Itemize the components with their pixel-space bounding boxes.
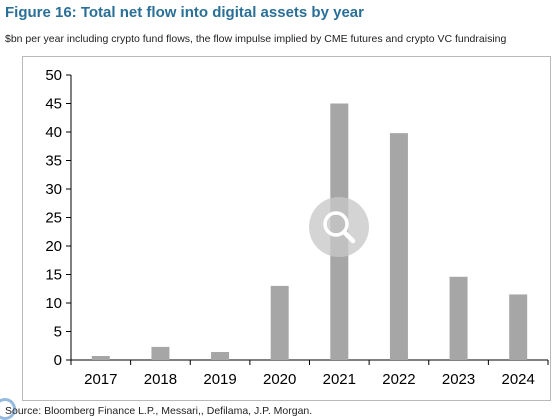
zoom-overlay-button[interactable] bbox=[309, 197, 369, 257]
y-tick-label: 45 bbox=[45, 96, 62, 113]
x-tick-label: 2023 bbox=[442, 371, 475, 388]
x-tick-label: 2022 bbox=[382, 371, 415, 388]
y-tick-label: 0 bbox=[54, 352, 62, 369]
bar-2020 bbox=[270, 285, 289, 360]
x-tick-label: 2017 bbox=[84, 371, 117, 388]
y-tick-label: 35 bbox=[45, 153, 62, 170]
bar-2018 bbox=[151, 346, 170, 360]
x-tick-label: 2021 bbox=[323, 371, 356, 388]
y-tick-label: 25 bbox=[45, 210, 62, 227]
y-tick-label: 20 bbox=[45, 238, 62, 255]
x-tick-label: 2020 bbox=[263, 371, 296, 388]
bar-2019 bbox=[211, 352, 230, 360]
y-tick-label: 40 bbox=[45, 124, 62, 141]
chart-frame: 0 5 10 15 20 25 30 35 40 45 50 2017 2018 2019 2020 2021… bbox=[22, 56, 551, 401]
x-tick-label: 2019 bbox=[203, 371, 236, 388]
y-tick-label: 15 bbox=[45, 267, 62, 284]
y-tick-label: 50 bbox=[45, 67, 62, 84]
figure-title: Figure 16: Total net flow into digital a… bbox=[5, 4, 364, 21]
search-icon bbox=[323, 211, 356, 244]
x-tick-label: 2018 bbox=[144, 371, 177, 388]
y-tick-label: 5 bbox=[54, 324, 62, 341]
bar-2023 bbox=[449, 276, 468, 360]
bar-2017 bbox=[91, 356, 110, 360]
bar-2024 bbox=[509, 294, 528, 360]
x-tick-label: 2024 bbox=[502, 371, 535, 388]
corner-logo-icon bbox=[0, 398, 16, 420]
y-tick-label: 30 bbox=[45, 181, 62, 198]
bar-chart: 0 5 10 15 20 25 30 35 40 45 50 2017 2018 2019 2020 2021… bbox=[45, 67, 549, 388]
bar-2022 bbox=[389, 133, 408, 360]
figure-subtitle: $bn per year including crypto fund flows… bbox=[5, 33, 507, 45]
source-note: Source: Bloomberg Finance L.P., Messari,… bbox=[5, 405, 313, 417]
y-tick-label: 10 bbox=[45, 295, 62, 312]
